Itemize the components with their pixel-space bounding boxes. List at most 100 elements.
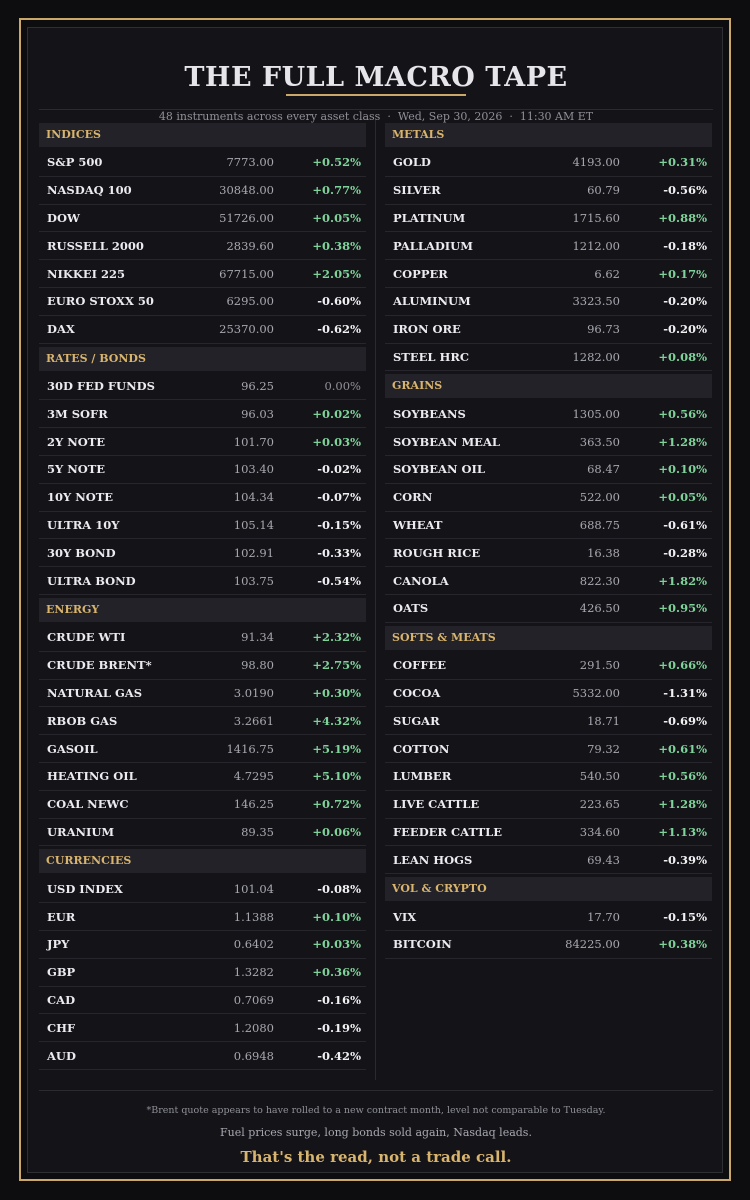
- instrument-row-iron-ore[interactable]: IRON ORE 96.73 -0.20%: [385, 316, 712, 344]
- instrument-name: SILVER: [393, 183, 441, 198]
- instrument-change: -0.20%: [663, 294, 707, 309]
- instrument-name: STEEL HRC: [393, 349, 470, 364]
- instrument-row-rbob-gas[interactable]: RBOB GAS 3.2661 +4.32%: [39, 707, 366, 736]
- instrument-row-cad[interactable]: CAD 0.7069 -0.16%: [39, 987, 366, 1015]
- instrument-row-euro-stoxx-50[interactable]: EURO STOXX 50 6295.00 -0.60%: [39, 288, 366, 316]
- instrument-change: +2.05%: [312, 266, 361, 281]
- instrument-change: +2.32%: [312, 630, 361, 645]
- instrument-row-aluminum[interactable]: ALUMINUM 3323.50 -0.20%: [385, 288, 712, 316]
- instrument-row-heating-oil[interactable]: HEATING OIL 4.7295 +5.10%: [39, 763, 366, 791]
- instrument-row-coffee[interactable]: COFFEE 291.50 +0.66%: [385, 652, 712, 680]
- instrument-row-rough-rice[interactable]: ROUGH RICE 16.38 -0.28%: [385, 539, 712, 568]
- instrument-change: -0.33%: [317, 545, 361, 560]
- instrument-row-russell-2000[interactable]: RUSSELL 2000 2839.60 +0.38%: [39, 232, 366, 261]
- instrument-row-steel-hrc[interactable]: STEEL HRC 1282.00 +0.08%: [385, 344, 712, 372]
- instrument-row-wheat[interactable]: WHEAT 688.75 -0.61%: [385, 512, 712, 540]
- instrument-name: BITCOIN: [393, 937, 452, 952]
- instrument-row-coal-newc[interactable]: COAL NEWC 146.25 +0.72%: [39, 791, 366, 819]
- instrument-name: SOYBEAN OIL: [393, 462, 485, 477]
- instrument-change: -0.02%: [317, 462, 361, 477]
- instrument-price: 522.00: [579, 490, 620, 505]
- instrument-row-platinum[interactable]: PLATINUM 1715.60 +0.88%: [385, 205, 712, 233]
- instrument-row-ultra-10y[interactable]: ULTRA 10Y 105.14 -0.15%: [39, 512, 366, 540]
- instrument-change: +0.52%: [312, 155, 361, 170]
- instrument-price: 1282.00: [572, 349, 620, 364]
- instrument-row-chf[interactable]: CHF 1.2080 -0.19%: [39, 1014, 366, 1043]
- instrument-name: DAX: [47, 322, 75, 337]
- instrument-name: CRUDE WTI: [47, 630, 126, 645]
- instrument-name: IRON ORE: [393, 322, 461, 337]
- instrument-row-ultra-bond[interactable]: ULTRA BOND 103.75 -0.54%: [39, 567, 366, 595]
- instrument-row-uranium[interactable]: URANIUM 89.35 +0.06%: [39, 819, 366, 847]
- instrument-price: 1305.00: [572, 406, 620, 421]
- instrument-row-lean-hogs[interactable]: LEAN HOGS 69.43 -0.39%: [385, 846, 712, 875]
- instrument-row-dow[interactable]: DOW 51726.00 +0.05%: [39, 205, 366, 233]
- instrument-row-cocoa[interactable]: COCOA 5332.00 -1.31%: [385, 680, 712, 708]
- instrument-row-gasoil[interactable]: GASOIL 1416.75 +5.19%: [39, 735, 366, 763]
- instrument-row-soybean-meal[interactable]: SOYBEAN MEAL 363.50 +1.28%: [385, 428, 712, 456]
- instrument-row-sugar[interactable]: SUGAR 18.71 -0.69%: [385, 707, 712, 736]
- instrument-change: -0.39%: [663, 852, 707, 867]
- instrument-row-aud[interactable]: AUD 0.6948 -0.42%: [39, 1042, 366, 1070]
- instrument-row-vix[interactable]: VIX 17.70 -0.15%: [385, 903, 712, 931]
- instrument-row-bitcoin[interactable]: BITCOIN 84225.00 +0.38%: [385, 931, 712, 959]
- instrument-row-live-cattle[interactable]: LIVE CATTLE 223.65 +1.28%: [385, 791, 712, 819]
- instrument-price: 1416.75: [226, 741, 274, 756]
- instrument-row-dax[interactable]: DAX 25370.00 -0.62%: [39, 316, 366, 344]
- instrument-row-30d-fed-funds[interactable]: 30D FED FUNDS 96.25 0.00%: [39, 373, 366, 401]
- instrument-change: +0.61%: [658, 741, 707, 756]
- section-header-indices: INDICES: [39, 123, 366, 147]
- instrument-row-crude-brent[interactable]: CRUDE BRENT* 98.80 +2.75%: [39, 652, 366, 680]
- instrument-row-s-p-500[interactable]: S&P 500 7773.00 +0.52%: [39, 149, 366, 177]
- instrument-change: -0.20%: [663, 322, 707, 337]
- instrument-row-nikkei-225[interactable]: NIKKEI 225 67715.00 +2.05%: [39, 260, 366, 288]
- instrument-price: 102.91: [233, 545, 274, 560]
- instrument-row-5y-note[interactable]: 5Y NOTE 103.40 -0.02%: [39, 456, 366, 484]
- instrument-row-feeder-cattle[interactable]: FEEDER CATTLE 334.60 +1.13%: [385, 819, 712, 847]
- instrument-change: +0.05%: [658, 490, 707, 505]
- instrument-name: 30Y BOND: [47, 545, 116, 560]
- instrument-change: +1.13%: [658, 824, 707, 839]
- instrument-price: 0.7069: [233, 992, 274, 1007]
- instrument-row-oats[interactable]: OATS 426.50 +0.95%: [385, 595, 712, 623]
- instrument-name: ULTRA BOND: [47, 573, 136, 588]
- instrument-name: CRUDE BRENT*: [47, 658, 152, 673]
- instrument-row-jpy[interactable]: JPY 0.6402 +0.03%: [39, 931, 366, 959]
- instrument-change: -0.15%: [317, 517, 361, 532]
- instrument-row-natural-gas[interactable]: NATURAL GAS 3.0190 +0.30%: [39, 680, 366, 708]
- instrument-row-10y-note[interactable]: 10Y NOTE 104.34 -0.07%: [39, 484, 366, 512]
- instrument-row-corn[interactable]: CORN 522.00 +0.05%: [385, 484, 712, 512]
- instrument-price: 688.75: [579, 517, 620, 532]
- instrument-name: COPPER: [393, 266, 448, 281]
- instrument-change: -0.18%: [663, 238, 707, 253]
- instrument-row-usd-index[interactable]: USD INDEX 101.04 -0.08%: [39, 875, 366, 904]
- instrument-change: +0.38%: [658, 937, 707, 952]
- instrument-row-palladium[interactable]: PALLADIUM 1212.00 -0.18%: [385, 232, 712, 261]
- instrument-row-2y-note[interactable]: 2Y NOTE 101.70 +0.03%: [39, 428, 366, 456]
- instrument-row-eur[interactable]: EUR 1.1388 +0.10%: [39, 903, 366, 931]
- instrument-name: S&P 500: [47, 155, 103, 170]
- instrument-name: JPY: [47, 937, 70, 952]
- instrument-row-cotton[interactable]: COTTON 79.32 +0.61%: [385, 735, 712, 763]
- instrument-row-gbp[interactable]: GBP 1.3282 +0.36%: [39, 959, 366, 987]
- instrument-row-nasdaq-100[interactable]: NASDAQ 100 30848.00 +0.77%: [39, 177, 366, 205]
- instrument-row-crude-wti[interactable]: CRUDE WTI 91.34 +2.32%: [39, 624, 366, 652]
- instrument-row-lumber[interactable]: LUMBER 540.50 +0.56%: [385, 763, 712, 791]
- instrument-row-gold[interactable]: GOLD 4193.00 +0.31%: [385, 149, 712, 177]
- instrument-price: 540.50: [579, 769, 620, 784]
- instrument-row-30y-bond[interactable]: 30Y BOND 102.91 -0.33%: [39, 539, 366, 568]
- instrument-change: +0.05%: [312, 210, 361, 225]
- instrument-row-soybeans[interactable]: SOYBEANS 1305.00 +0.56%: [385, 400, 712, 429]
- instrument-row-soybean-oil[interactable]: SOYBEAN OIL 68.47 +0.10%: [385, 456, 712, 484]
- instrument-price: 25370.00: [219, 322, 274, 337]
- instrument-name: NATURAL GAS: [47, 685, 143, 700]
- instrument-row-canola[interactable]: CANOLA 822.30 +1.82%: [385, 567, 712, 595]
- report-time: 11:30 AM ET: [519, 110, 594, 123]
- instrument-row-3m-sofr[interactable]: 3M SOFR 96.03 +0.02%: [39, 400, 366, 429]
- instrument-name: 2Y NOTE: [47, 434, 106, 449]
- instrument-name: GASOIL: [47, 741, 98, 756]
- instrument-row-silver[interactable]: SILVER 60.79 -0.56%: [385, 177, 712, 205]
- instrument-row-copper[interactable]: COPPER 6.62 +0.17%: [385, 260, 712, 288]
- instrument-price: 1.3282: [233, 965, 274, 980]
- instrument-price: 96.25: [241, 378, 274, 393]
